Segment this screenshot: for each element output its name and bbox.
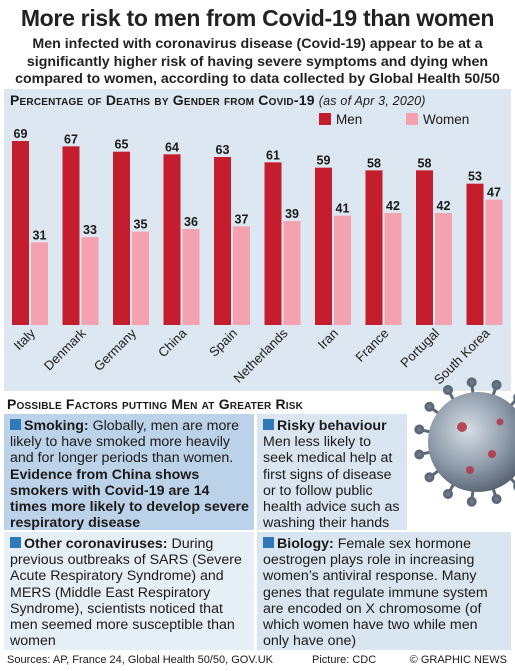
virus-spike-tip	[491, 494, 502, 505]
bar-men-denmark	[62, 146, 80, 325]
smoking-title: Smoking:	[24, 418, 89, 434]
footer-picture-credit: Picture: CDC	[312, 654, 377, 666]
category-label: Portugal	[397, 325, 442, 370]
data-label-women: 42	[437, 199, 451, 213]
legend-label-women: Women	[423, 112, 469, 127]
data-label-men: 65	[115, 138, 129, 152]
virus-spike-tip	[466, 496, 477, 507]
bar-women-iran	[334, 215, 351, 325]
data-label-women: 42	[386, 199, 400, 213]
data-label-women: 35	[134, 218, 148, 232]
virus-spike-tip	[424, 472, 435, 483]
data-label-men: 64	[165, 140, 179, 154]
category-label: Italy	[11, 325, 39, 353]
risky-title: Risky behaviour	[277, 418, 387, 434]
virus-spike-tip	[414, 449, 425, 460]
risky-behaviour-box: Risky behaviour Men less likely to seek …	[257, 414, 407, 531]
smoking-text: Globally, men are more likely to have sm…	[10, 418, 239, 467]
factors-heading: Possible Factors putting Men at Greater …	[7, 396, 304, 412]
bar-men-france	[365, 170, 383, 325]
data-label-men: 69	[14, 127, 28, 141]
bar-men-netherlands	[264, 162, 282, 325]
bar-women-france	[384, 213, 402, 325]
data-label-women: 47	[487, 186, 501, 200]
data-label-men: 59	[317, 154, 331, 168]
chart-panel: 69 31 Italy 67 33 Denmark 65 35 Germany 64 36 China…	[4, 89, 511, 391]
chart-title: Percentage of Deaths by Gender from Covi…	[10, 92, 315, 108]
legend-swatch-men	[319, 113, 331, 125]
category-label: Iran	[315, 326, 341, 352]
biology-box: Biology: Female sex hormone oestrogen pl…	[257, 532, 511, 650]
other-text: During previous outbreaks of SARS (Sever…	[10, 536, 242, 650]
footer-sources: Sources: AP, France 24, Global Health 50…	[7, 654, 273, 666]
virus-spike-tip	[424, 401, 435, 412]
category-label: Denmark	[41, 325, 89, 373]
other-title: Other coronaviruses:	[24, 536, 168, 552]
virus-spike-tip	[443, 385, 453, 396]
virus-spike-tip	[414, 424, 425, 435]
data-label-men: 58	[418, 156, 432, 170]
headline: More risk to men from Covid-19 than wome…	[20, 5, 495, 31]
data-label-men: 63	[216, 143, 230, 157]
bar-women-south-korea	[485, 199, 503, 325]
bar-men-spain	[214, 157, 231, 325]
legend-swatch-women	[406, 113, 418, 125]
data-label-women: 37	[235, 212, 249, 226]
bar-women-spain	[233, 226, 250, 325]
bullet-square-icon	[263, 419, 274, 430]
data-label-women: 41	[336, 202, 350, 216]
bar-men-italy	[12, 141, 29, 325]
risky-text-block: Risky behaviour Men less likely to seek …	[263, 418, 403, 531]
bar-men-iran	[315, 167, 332, 325]
data-label-men: 61	[266, 148, 280, 162]
virus-spike-tip	[466, 377, 477, 388]
smoking-text-block: Smoking: Globally, men are more likely t…	[10, 418, 250, 531]
virus-spike-tip	[491, 379, 502, 390]
bar-men-portugal	[416, 170, 433, 325]
bullet-square-icon	[10, 537, 21, 548]
bar-women-italy	[31, 242, 48, 325]
biology-title: Biology:	[277, 536, 334, 552]
chart-heading: Percentage of Deaths by Gender from Covi…	[10, 92, 426, 108]
smoking-emphasis: Evidence from China shows smokers with C…	[10, 466, 249, 532]
footer-copyright: © GRAPHIC NEWS	[409, 654, 507, 666]
risky-text: Men less likely to seek medical help at …	[263, 434, 400, 532]
bar-chart: 69 31 Italy 67 33 Denmark 65 35 Germany 64 36 China…	[11, 112, 503, 387]
data-label-women: 39	[285, 207, 299, 221]
bar-men-china	[163, 154, 181, 325]
category-label: Germany	[91, 325, 140, 374]
bar-men-germany	[113, 151, 130, 325]
bullet-square-icon	[10, 419, 21, 430]
bar-women-netherlands	[283, 221, 301, 325]
deck-text: Men infected with coronavirus disease (C…	[15, 36, 500, 87]
bar-women-germany	[132, 231, 149, 325]
bar-women-china	[182, 229, 200, 325]
legend-label-men: Men	[336, 112, 362, 127]
category-label: France	[352, 326, 391, 365]
data-label-women: 36	[184, 215, 198, 229]
other-coronaviruses-box: Other coronaviruses: During previous out…	[4, 532, 254, 650]
bar-men-south-korea	[466, 183, 484, 325]
smoking-box: Smoking: Globally, men are more likely t…	[4, 414, 254, 531]
bar-women-denmark	[81, 237, 99, 325]
data-label-men: 53	[468, 170, 482, 184]
data-label-men: 58	[367, 156, 381, 170]
data-label-men: 67	[64, 132, 78, 146]
chart-subtitle: (as of Apr 3, 2020)	[318, 94, 426, 108]
category-label: Spain	[206, 326, 240, 360]
bar-women-portugal	[435, 213, 452, 325]
biology-text: Female sex hormone oestrogen plays role …	[263, 536, 488, 650]
virus-spike-tip	[443, 488, 453, 499]
bullet-square-icon	[263, 537, 274, 548]
data-label-women: 31	[33, 228, 47, 242]
category-label: Netherlands	[230, 325, 291, 386]
biology-text-block: Biology: Female sex hormone oestrogen pl…	[263, 536, 507, 649]
other-text-block: Other coronaviruses: During previous out…	[10, 536, 250, 649]
data-label-women: 33	[83, 223, 97, 237]
category-label: China	[155, 325, 190, 360]
coronavirus-illustration	[414, 377, 515, 507]
